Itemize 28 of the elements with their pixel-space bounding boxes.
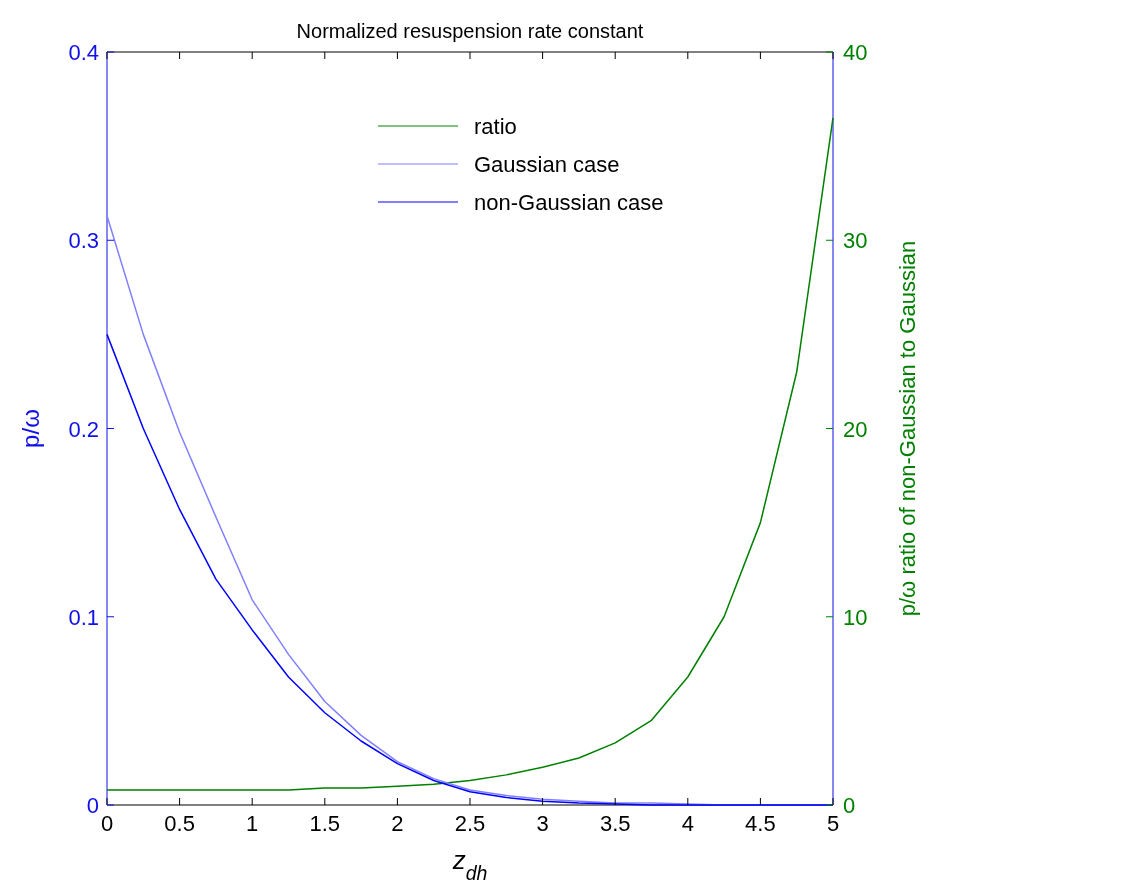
y2-tick-label: 40 (843, 40, 868, 65)
y2-tick-label: 10 (843, 604, 868, 630)
legend-label: Gaussian case (474, 152, 620, 177)
x-tick-label: 0.5 (164, 811, 195, 836)
chart-title: Normalized resuspension rate constant (296, 20, 644, 42)
x-tick-label: 3.5 (599, 811, 631, 836)
legend-label: ratio (474, 114, 517, 139)
y-tick-label: 0.1 (68, 604, 99, 630)
legend-label: non-Gaussian case (474, 190, 664, 215)
y-axis-title: p/ω (17, 409, 44, 448)
y2-tick-label: 0 (843, 793, 856, 818)
x-tick-label: 1 (246, 811, 259, 836)
x-tick-label: 3 (536, 811, 549, 836)
y2-tick-label: 20 (843, 416, 868, 442)
x-axis-title: z$_{dh}$ (451, 845, 488, 884)
x-tick-label: 2.5 (454, 811, 486, 836)
y-tick-label: 0.3 (68, 228, 99, 254)
x-tick-label: 4 (681, 811, 694, 836)
x-tick-label: 1.5 (309, 811, 341, 836)
x-tick-label: 5 (826, 811, 840, 836)
line-series (106, 117, 834, 791)
y-tick-label: 0.2 (68, 416, 99, 442)
y-tick-label: 0 (86, 793, 99, 818)
y-tick-label: 0.4 (68, 40, 99, 65)
y2-tick-label: 30 (843, 228, 868, 254)
x-tick-label: 4.5 (745, 811, 776, 836)
x-tick-label: 2 (391, 811, 404, 836)
y2-axis-title: p/ω ratio of non-Gaussian to Gaussian (895, 240, 920, 617)
